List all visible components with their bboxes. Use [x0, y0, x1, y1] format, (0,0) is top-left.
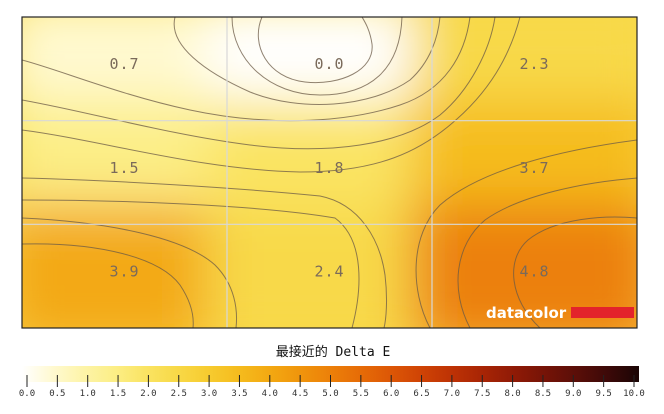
cell-value-label: 0.0: [314, 55, 344, 73]
cell-value-label: 2.4: [314, 263, 344, 281]
chart-title: 最接近的 Delta E: [276, 344, 391, 360]
scale-tick-label: 9.0: [565, 389, 581, 399]
contour-line: [22, 177, 388, 328]
contour-line: [22, 17, 496, 150]
cell-value-label: 2.3: [519, 55, 549, 73]
scale-tick-label: 2.0: [140, 389, 156, 399]
scale-tick-label: 3.5: [231, 389, 247, 399]
contour-line: [231, 17, 403, 96]
color-scale-bar: [22, 366, 639, 382]
scale-tick-label: 9.5: [596, 389, 612, 399]
scale-tick-label: 7.0: [444, 389, 460, 399]
scale-tick-label: 6.0: [383, 389, 399, 399]
heat-cell: [207, 204, 452, 328]
plot-border: [21, 16, 638, 329]
scale-tick-label: 3.0: [201, 389, 217, 399]
contour-line: [257, 17, 373, 84]
scale-tick-label: 5.0: [322, 389, 338, 399]
cell-value-label: 0.7: [109, 55, 139, 73]
scale-tick-label: 2.5: [171, 389, 187, 399]
contour-line: [22, 17, 521, 173]
grid-lines: [22, 17, 637, 328]
scale-tick-label: 7.5: [474, 389, 490, 399]
contour-line: [513, 216, 637, 328]
scale-tick-label: 0.0: [19, 389, 35, 399]
contour-line: [22, 199, 360, 328]
scale-tick-label: 10.0: [623, 389, 645, 399]
scale-tick-label: 6.5: [413, 389, 429, 399]
scale-tick-label: 4.5: [292, 389, 308, 399]
cell-value-label: 1.5: [109, 159, 139, 177]
logo-text: datacolor: [486, 304, 567, 322]
heat-field: [22, 17, 637, 328]
scale-tick-label: 8.5: [535, 389, 551, 399]
cell-value-label: 3.7: [519, 159, 549, 177]
color-scale-ticks: [26, 375, 635, 387]
cell-value-label: 4.8: [519, 263, 549, 281]
contour-line: [22, 217, 237, 328]
cell-value-label: 1.8: [314, 159, 344, 177]
contour-line: [22, 243, 194, 328]
color-scale-labels: 0.0 0.5 1.0 1.5 2.0 2.5 3.0 3.5 4.0 4.5 5.0 5.5 6.0 6…: [19, 389, 645, 399]
scale-tick-label: 4.0: [262, 389, 278, 399]
contour-line: [173, 17, 441, 105]
scale-tick-label: 0.5: [49, 389, 65, 399]
scale-tick-label: 1.0: [80, 389, 96, 399]
scale-tick-label: 8.0: [504, 389, 520, 399]
plot-area: 0.7 0.0 2.3 1.5 1.8 3.7 3.9 2.4 4.8 datacolor: [22, 17, 637, 328]
cell-value-label: 3.9: [109, 263, 139, 281]
contour-line: [415, 139, 637, 328]
color-scale: 0.0 0.5 1.0 1.5 2.0 2.5 3.0 3.5 4.0 4.5 5.0 5.5 6.0 6…: [19, 366, 645, 399]
cell-labels: 0.7 0.0 2.3 1.5 1.8 3.7 3.9 2.4 4.8: [109, 55, 549, 281]
scale-tick-label: 5.5: [353, 389, 369, 399]
scale-tick-label: 1.5: [110, 389, 126, 399]
contour-line: [457, 177, 637, 328]
logo-red-bar: [571, 307, 634, 318]
datacolor-logo: datacolor: [486, 304, 634, 322]
